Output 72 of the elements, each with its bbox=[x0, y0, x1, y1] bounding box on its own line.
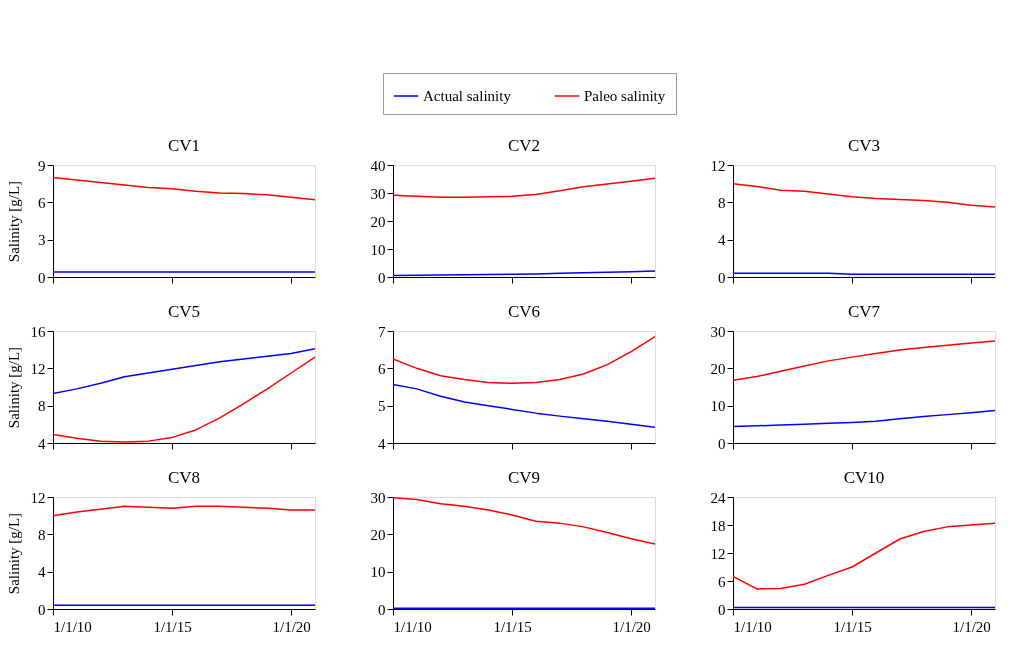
x-tick-label: 1/1/20 bbox=[612, 618, 651, 635]
y-tick-label: 20 bbox=[370, 526, 386, 543]
chart-title: CV5 bbox=[167, 302, 201, 321]
line-series bbox=[53, 505, 315, 517]
y-tick-label: 8 bbox=[38, 398, 46, 415]
y-tick-label: 8 bbox=[38, 526, 46, 543]
y-tick-label: 20 bbox=[710, 360, 726, 377]
y-tick-label: 24 bbox=[710, 489, 726, 506]
line-series bbox=[733, 182, 995, 208]
chart-title: CV3 bbox=[847, 136, 881, 155]
y-axis-title: Salinity [g/L] bbox=[5, 180, 22, 263]
y-tick-label: 7 bbox=[378, 323, 386, 340]
y-tick-label: 3 bbox=[38, 232, 46, 249]
y-tick-label: 0 bbox=[378, 601, 386, 618]
x-tick-label: 1/1/20 bbox=[952, 618, 991, 635]
y-tick-label: 8 bbox=[718, 194, 726, 211]
x-tick-label: 1/1/10 bbox=[53, 618, 92, 635]
y-tick-label: 5 bbox=[378, 398, 386, 415]
x-tick-label: 1/1/10 bbox=[733, 618, 772, 635]
chart-title: CV10 bbox=[843, 468, 885, 487]
y-tick-label: 12 bbox=[710, 157, 726, 174]
line-series bbox=[393, 177, 655, 198]
line-series bbox=[53, 176, 315, 201]
y-tick-label: 0 bbox=[38, 269, 46, 286]
y-tick-label: 0 bbox=[718, 269, 726, 286]
chart-title: CV8 bbox=[167, 468, 201, 487]
y-tick-label: 12 bbox=[30, 360, 46, 377]
y-tick-label: 16 bbox=[30, 323, 46, 340]
y-tick-label: 30 bbox=[370, 489, 386, 506]
x-tick-label: 1/1/10 bbox=[393, 618, 432, 635]
line-series bbox=[733, 340, 995, 382]
x-tick-label: 1/1/20 bbox=[272, 618, 311, 635]
x-tick-label: 1/1/15 bbox=[153, 618, 192, 635]
y-tick-label: 12 bbox=[30, 489, 46, 506]
chart-title: CV9 bbox=[507, 468, 541, 487]
y-tick-label: 6 bbox=[38, 194, 46, 211]
y-tick-label: 6 bbox=[718, 573, 726, 590]
y-tick-label: 0 bbox=[38, 601, 46, 618]
y-tick-label: 10 bbox=[710, 398, 726, 415]
x-tick-label: 1/1/15 bbox=[833, 618, 872, 635]
y-tick-label: 10 bbox=[370, 241, 386, 258]
y-axis-title: Salinity [g/L] bbox=[5, 512, 22, 595]
line-series bbox=[53, 347, 315, 395]
y-tick-label: 30 bbox=[370, 185, 386, 202]
y-axis-title: Salinity [g/L] bbox=[5, 346, 22, 429]
chart-title: CV6 bbox=[507, 302, 541, 321]
y-tick-label: 0 bbox=[718, 435, 726, 452]
y-tick-label: 10 bbox=[370, 564, 386, 581]
chart-title: CV2 bbox=[507, 136, 541, 155]
chart-title: CV1 bbox=[167, 136, 201, 155]
y-tick-label: 4 bbox=[38, 435, 46, 452]
y-tick-label: 9 bbox=[38, 157, 46, 174]
y-tick-label: 40 bbox=[370, 157, 386, 174]
y-tick-label: 4 bbox=[378, 435, 386, 452]
y-tick-label: 4 bbox=[718, 232, 726, 249]
y-tick-label: 6 bbox=[378, 360, 386, 377]
legend-label: Actual salinity bbox=[423, 88, 512, 104]
y-tick-label: 20 bbox=[370, 213, 386, 230]
line-series bbox=[733, 409, 995, 428]
y-tick-label: 0 bbox=[718, 601, 726, 618]
y-tick-label: 0 bbox=[378, 269, 386, 286]
line-series bbox=[393, 497, 655, 545]
y-tick-label: 12 bbox=[710, 545, 726, 562]
legend-label: Paleo salinity bbox=[584, 88, 666, 104]
line-series bbox=[393, 383, 655, 429]
y-tick-label: 18 bbox=[710, 517, 726, 534]
y-tick-label: 4 bbox=[38, 564, 46, 581]
x-tick-label: 1/1/15 bbox=[493, 618, 532, 635]
y-tick-label: 30 bbox=[710, 323, 726, 340]
line-series bbox=[733, 522, 995, 590]
line-series bbox=[393, 335, 655, 385]
chart-title: CV7 bbox=[847, 302, 881, 321]
